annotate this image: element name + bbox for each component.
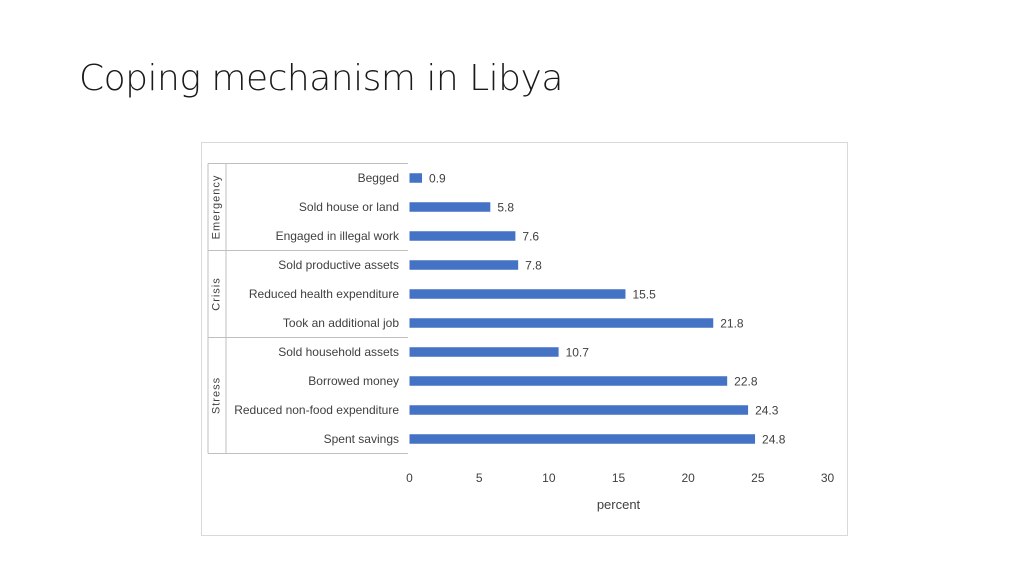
group-label: Crisis xyxy=(211,277,223,311)
bar xyxy=(409,173,423,183)
x-axis-title: percent xyxy=(597,497,641,512)
data-label: 7.8 xyxy=(525,259,542,273)
bar xyxy=(409,318,714,328)
group-label: Stress xyxy=(211,377,223,414)
x-tick-label: 10 xyxy=(542,471,556,485)
category-label: Reduced health expenditure xyxy=(249,287,399,301)
x-tick-label: 5 xyxy=(476,471,483,485)
bar xyxy=(409,260,519,270)
data-label: 7.6 xyxy=(522,230,539,244)
category-label: Took an additional job xyxy=(283,316,399,330)
bar xyxy=(409,376,728,386)
data-label: 22.8 xyxy=(734,375,758,389)
data-label: 24.8 xyxy=(762,433,786,447)
data-label: 21.8 xyxy=(720,317,744,331)
category-label: Engaged in illegal work xyxy=(276,229,400,243)
category-label: Reduced non-food expenditure xyxy=(234,403,399,417)
category-label: Spent savings xyxy=(324,432,399,446)
x-tick-label: 20 xyxy=(681,471,695,485)
chart-area: Emergency Crisis Stress Begged 0.9 Sold house… xyxy=(201,142,848,536)
x-tick-label: 15 xyxy=(612,471,626,485)
data-label: 24.3 xyxy=(755,404,779,418)
bar xyxy=(409,202,491,212)
data-label: 5.8 xyxy=(497,201,514,215)
bar xyxy=(409,231,516,241)
slide-title: Coping mechanism in Libya xyxy=(79,58,563,99)
x-tick-label: 30 xyxy=(821,471,835,485)
category-label: Sold household assets xyxy=(278,345,399,359)
bar xyxy=(409,405,749,415)
group-label: Emergency xyxy=(211,175,223,240)
bar xyxy=(409,289,626,299)
category-label: Sold house or land xyxy=(299,200,399,214)
data-label: 15.5 xyxy=(632,288,656,302)
data-label: 10.7 xyxy=(566,346,590,360)
x-tick-label: 25 xyxy=(751,471,765,485)
bar xyxy=(409,434,756,444)
x-tick-label: 0 xyxy=(406,471,413,485)
bar xyxy=(409,347,559,357)
bar-chart: Emergency Crisis Stress Begged 0.9 Sold house… xyxy=(207,163,835,512)
category-label: Borrowed money xyxy=(308,374,399,388)
data-label: 0.9 xyxy=(429,172,446,186)
category-label: Begged xyxy=(358,171,399,185)
category-label: Sold productive assets xyxy=(278,258,399,272)
